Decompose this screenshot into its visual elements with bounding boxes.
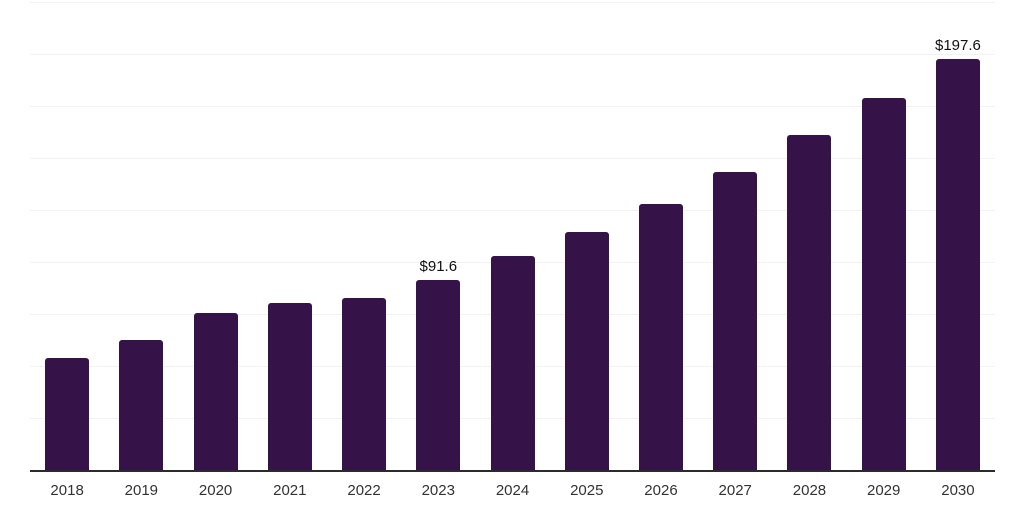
- x-tick-label-2027: 2027: [718, 482, 752, 499]
- bar-slot-2019: [104, 2, 178, 470]
- bar-slot-2029: [847, 2, 921, 470]
- bar-slot-2018: [30, 2, 104, 470]
- bar-2028[interactable]: [787, 135, 832, 470]
- x-tick-label-2018: 2018: [50, 482, 84, 499]
- x-tick-label-2020: 2020: [198, 482, 233, 499]
- bar-2018[interactable]: [45, 357, 90, 470]
- bars-container: $91.6 $197.6: [30, 2, 995, 470]
- bar-2019[interactable]: [119, 340, 164, 470]
- gridline: [30, 106, 995, 107]
- bar-2029[interactable]: [861, 97, 906, 470]
- x-tick-label-2021: 2021: [273, 482, 307, 499]
- bar-slot-2022: [327, 2, 401, 470]
- plot-area: $91.6 $197.6: [30, 2, 995, 472]
- x-tick-label-2022: 2022: [347, 482, 381, 499]
- bar-slot-2023: $91.6: [401, 2, 475, 470]
- x-tick-label-2019: 2019: [124, 482, 159, 499]
- gridline: [30, 54, 995, 55]
- bar-slot-2030: $197.6: [921, 2, 995, 470]
- bar-slot-2027: [698, 2, 772, 470]
- bar-value-label-2023: $91.6: [419, 257, 458, 275]
- bar-slot-2021: [253, 2, 327, 470]
- x-tick-label-2029: 2029: [867, 482, 901, 499]
- bar-slot-2024: [475, 2, 549, 470]
- x-axis-labels: 2018 2019 2020 2021 2022 2023 2024 2025 2026 2027…: [30, 482, 995, 499]
- bar-2020[interactable]: [193, 313, 238, 470]
- bar-slot-2020: [178, 2, 252, 470]
- bar-2024[interactable]: [490, 256, 535, 470]
- gridline: [30, 158, 995, 159]
- bar-2023[interactable]: $91.6: [416, 258, 461, 470]
- x-tick-label-2026: 2026: [644, 482, 678, 499]
- gridline: [30, 2, 995, 3]
- bar-2030[interactable]: $197.6: [935, 37, 981, 470]
- gridline: [30, 210, 995, 211]
- x-tick-label-2028: 2028: [792, 482, 827, 499]
- x-tick-label-2030: 2030: [941, 482, 975, 499]
- bar-slot-2025: [550, 2, 624, 470]
- x-tick-label-2025: 2025: [570, 482, 604, 499]
- bar-2026[interactable]: [638, 204, 683, 470]
- x-tick-label-2024: 2024: [495, 482, 530, 499]
- bar-slot-2028: [772, 2, 846, 470]
- x-axis-line: [30, 470, 995, 472]
- bar-2025[interactable]: [564, 231, 609, 470]
- bar-value-label-2030: $197.6: [934, 37, 981, 54]
- bar-2022[interactable]: [342, 297, 387, 470]
- bar-2021[interactable]: [267, 302, 312, 470]
- x-tick-label-2023: 2023: [421, 482, 455, 499]
- bar-slot-2026: [624, 2, 698, 470]
- bar-2027[interactable]: [713, 172, 758, 470]
